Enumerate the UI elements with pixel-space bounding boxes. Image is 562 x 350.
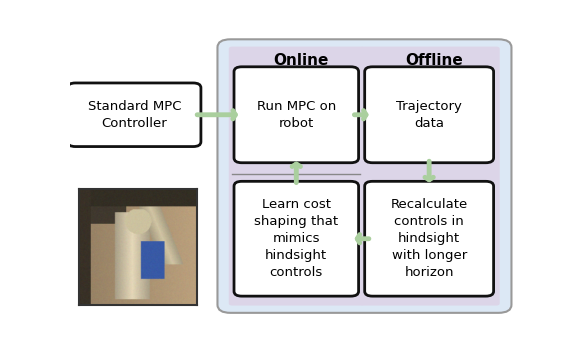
FancyBboxPatch shape	[229, 47, 364, 306]
Text: Online: Online	[273, 53, 328, 68]
FancyBboxPatch shape	[365, 181, 493, 296]
FancyBboxPatch shape	[365, 67, 493, 163]
FancyBboxPatch shape	[234, 181, 359, 296]
FancyBboxPatch shape	[217, 39, 511, 313]
Text: Trajectory
data: Trajectory data	[396, 100, 462, 130]
Text: Run MPC on
robot: Run MPC on robot	[257, 100, 336, 130]
FancyBboxPatch shape	[67, 83, 201, 147]
Text: Recalculate
controls in
hindsight
with longer
horizon: Recalculate controls in hindsight with l…	[391, 198, 468, 279]
Text: Offline: Offline	[406, 53, 464, 68]
Text: Standard MPC
Controller: Standard MPC Controller	[88, 100, 181, 130]
Text: Learn cost
shaping that
mimics
hindsight
controls: Learn cost shaping that mimics hindsight…	[254, 198, 338, 279]
FancyBboxPatch shape	[360, 47, 500, 306]
FancyBboxPatch shape	[234, 67, 359, 163]
